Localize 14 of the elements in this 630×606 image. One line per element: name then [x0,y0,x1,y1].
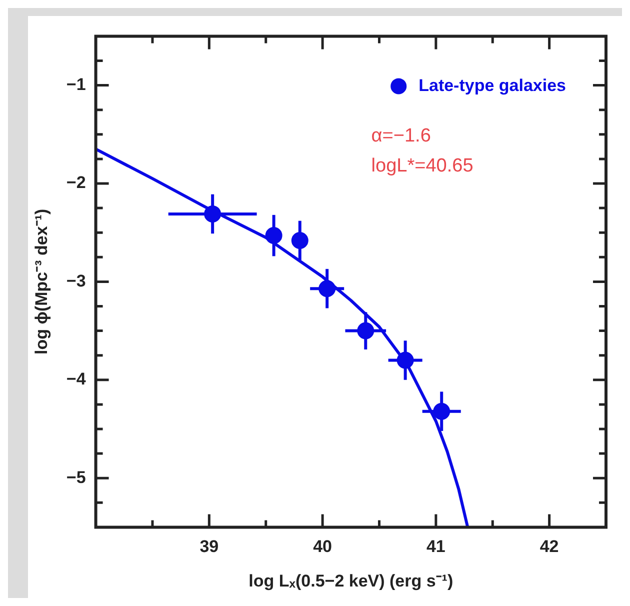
y-axis-title: log ϕ(Mpc⁻³ dex⁻¹) [32,208,51,355]
x-tick-label: 39 [200,537,219,556]
x-tick-label: 40 [313,537,332,556]
annotation: logL*=40.65 [371,155,474,176]
y-tick-label: −2 [66,173,86,192]
x-tick-label: 42 [540,537,559,556]
legend-label: Late-type galaxies [418,76,566,95]
x-tick-label: 41 [426,537,446,556]
y-tick-label: −4 [66,370,86,389]
y-tick-label: −5 [66,468,86,487]
y-tick-label: −3 [66,271,86,290]
annotation: α=−1.6 [371,125,431,146]
x-axis-title: log Lₓ(0.5−2 keV) (erg s⁻¹) [248,571,454,590]
y-tick-label: −1 [66,74,86,94]
